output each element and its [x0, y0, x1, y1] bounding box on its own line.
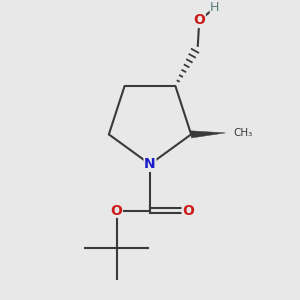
Text: O: O [193, 14, 205, 27]
Text: O: O [182, 203, 194, 218]
Text: CH₃: CH₃ [233, 128, 252, 138]
Text: H: H [210, 2, 220, 14]
Text: O: O [111, 203, 122, 218]
Text: N: N [144, 157, 156, 171]
Polygon shape [191, 131, 225, 138]
